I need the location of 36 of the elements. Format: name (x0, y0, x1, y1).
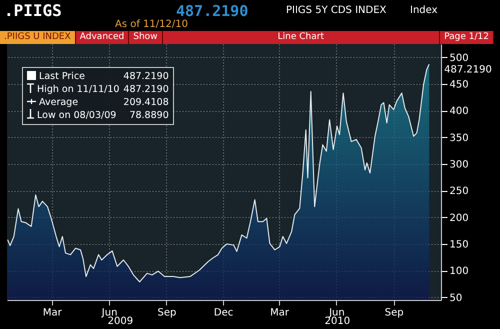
text: As of 11/12/10 (115, 19, 188, 30)
annotation: 209.4108 (123, 96, 169, 109)
annotation: Low on 08/03/09 (36, 109, 118, 122)
y-tick-label: 500 (450, 52, 469, 64)
annotation: 78.8890 (128, 109, 169, 122)
chart-title: .PIIGS (4, 1, 62, 20)
y-tick-label: 100 (450, 266, 469, 278)
x-tick-label: Mar (270, 308, 290, 318)
y-tick-label: 300 (450, 160, 469, 170)
text: Show (129, 31, 163, 44)
text: Line Chart (162, 31, 440, 44)
x-tick-label: Dec (214, 308, 234, 318)
text: 487.2190 (176, 2, 248, 20)
annotation: 487.2190 (123, 70, 169, 83)
y-tick-label: 150 (450, 240, 469, 250)
chart-subtitle: PIIGS 5Y CDS INDEX (286, 5, 386, 16)
legend-label: Last Price (38, 70, 86, 83)
y-tick-label: 50 (450, 292, 462, 304)
text: 2010 (324, 316, 350, 327)
x-tick-label: Sep (157, 308, 176, 318)
y-tick-label: 250 (450, 186, 469, 198)
text: Index (410, 5, 438, 16)
annotation: High on 11/11/10 (36, 83, 120, 96)
y-tick-label: 400 (450, 106, 469, 118)
annotation: 487.2190 (123, 83, 169, 96)
annotation: 487.2190 (444, 64, 492, 76)
annotation: Average (38, 96, 80, 109)
y-tick-label: 200 (450, 212, 469, 224)
x-tick-label: Mar (42, 308, 63, 318)
text: 2009 (108, 316, 134, 327)
text: .PIIGS U INDEX (0, 31, 76, 44)
text: Advanced (76, 31, 130, 44)
x-tick-label: Sep (384, 308, 404, 318)
y-tick-label: 350 (450, 132, 469, 144)
text: Page 1/12 (440, 31, 494, 44)
y-tick-label: 450 (450, 80, 469, 90)
